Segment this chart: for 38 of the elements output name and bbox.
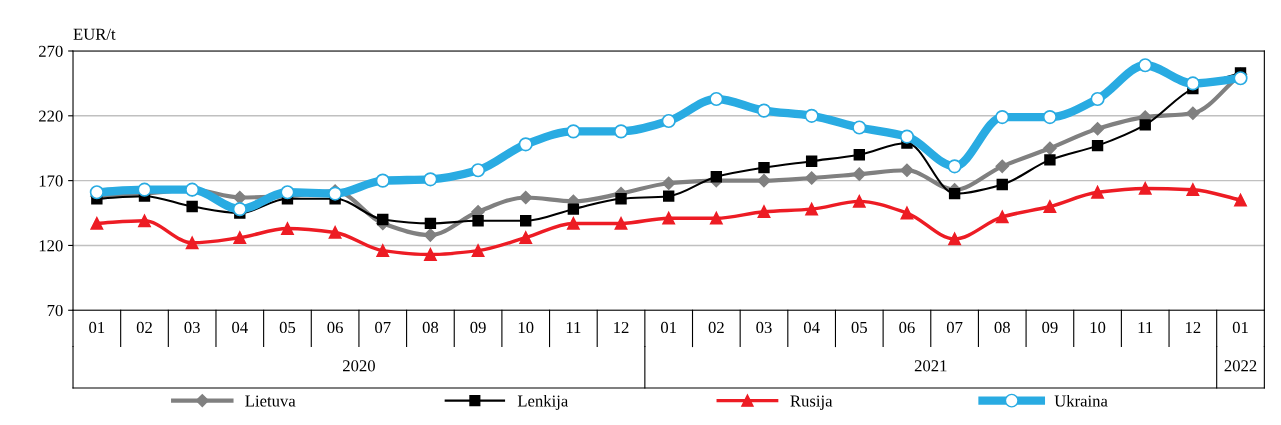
legend-label: Lenkija (517, 394, 569, 410)
x-tick-label: 10 (1090, 321, 1106, 334)
x-tick-label: 02 (708, 321, 724, 334)
x-tick-label: 02 (136, 321, 152, 334)
x-tick-label: 12 (614, 321, 629, 333)
y-tick-label: 220 (39, 110, 63, 122)
x-tick-label: 08 (994, 321, 1010, 334)
legend-label: Rusija (790, 395, 833, 410)
text: 2021 (914, 360, 947, 372)
x-tick-label: 07 (946, 321, 963, 334)
x-tick-label: 10 (518, 321, 534, 334)
text: 2022 (1224, 360, 1257, 372)
x-tick-label: 09 (1042, 321, 1058, 334)
x-tick-label: 11 (566, 321, 581, 333)
text: 2020 (343, 360, 375, 372)
y-tick-label: 270 (39, 45, 63, 57)
x-tick-label: 04 (232, 321, 248, 334)
y-axis-title: EUR/t (73, 28, 116, 40)
x-tick-label: 03 (184, 321, 200, 334)
x-tick-label: 12 (1186, 321, 1201, 333)
legend-label: Lietuva (245, 395, 296, 407)
x-tick-label: 01 (89, 321, 105, 334)
y-tick-label: 170 (39, 175, 63, 187)
y-tick-label: 70 (47, 304, 63, 317)
x-tick-label: 04 (803, 321, 820, 334)
x-tick-label: 03 (756, 321, 772, 334)
x-tick-label: 01 (1232, 321, 1248, 334)
x-tick-label: 08 (422, 321, 439, 334)
x-tick-label: 06 (899, 321, 915, 334)
x-tick-label: 01 (660, 321, 677, 334)
x-tick-label: 05 (279, 321, 296, 334)
legend-label: Ukraina (1054, 394, 1108, 407)
x-tick-label: 11 (1138, 321, 1153, 333)
y-tick-label: 120 (39, 240, 63, 252)
x-tick-label: 09 (470, 321, 486, 334)
x-tick-label: 06 (327, 321, 343, 334)
x-tick-label: 07 (375, 321, 391, 334)
x-tick-label: 05 (851, 321, 867, 334)
